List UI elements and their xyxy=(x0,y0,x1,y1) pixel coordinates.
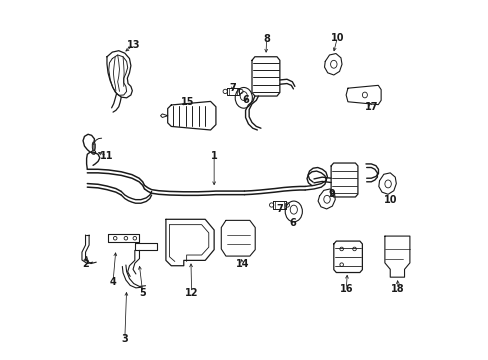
Text: 3: 3 xyxy=(121,334,128,344)
Text: 13: 13 xyxy=(127,40,140,50)
Text: 7: 7 xyxy=(229,83,236,93)
Text: 18: 18 xyxy=(390,284,404,294)
Text: 1: 1 xyxy=(210,151,217,161)
Text: 8: 8 xyxy=(263,34,269,44)
Text: 14: 14 xyxy=(235,259,248,269)
Text: 16: 16 xyxy=(339,284,352,294)
Text: 9: 9 xyxy=(327,189,334,199)
Text: 11: 11 xyxy=(100,151,114,161)
Text: 2: 2 xyxy=(82,259,89,269)
Text: 17: 17 xyxy=(364,102,377,112)
Text: 5: 5 xyxy=(139,288,146,297)
Text: 6: 6 xyxy=(289,218,296,228)
Text: 4: 4 xyxy=(109,277,116,287)
Text: 7: 7 xyxy=(276,204,282,214)
Text: 15: 15 xyxy=(180,97,194,107)
Text: 6: 6 xyxy=(242,95,248,105)
Text: 10: 10 xyxy=(384,195,397,204)
Text: 10: 10 xyxy=(330,33,344,43)
Text: 12: 12 xyxy=(184,288,198,297)
